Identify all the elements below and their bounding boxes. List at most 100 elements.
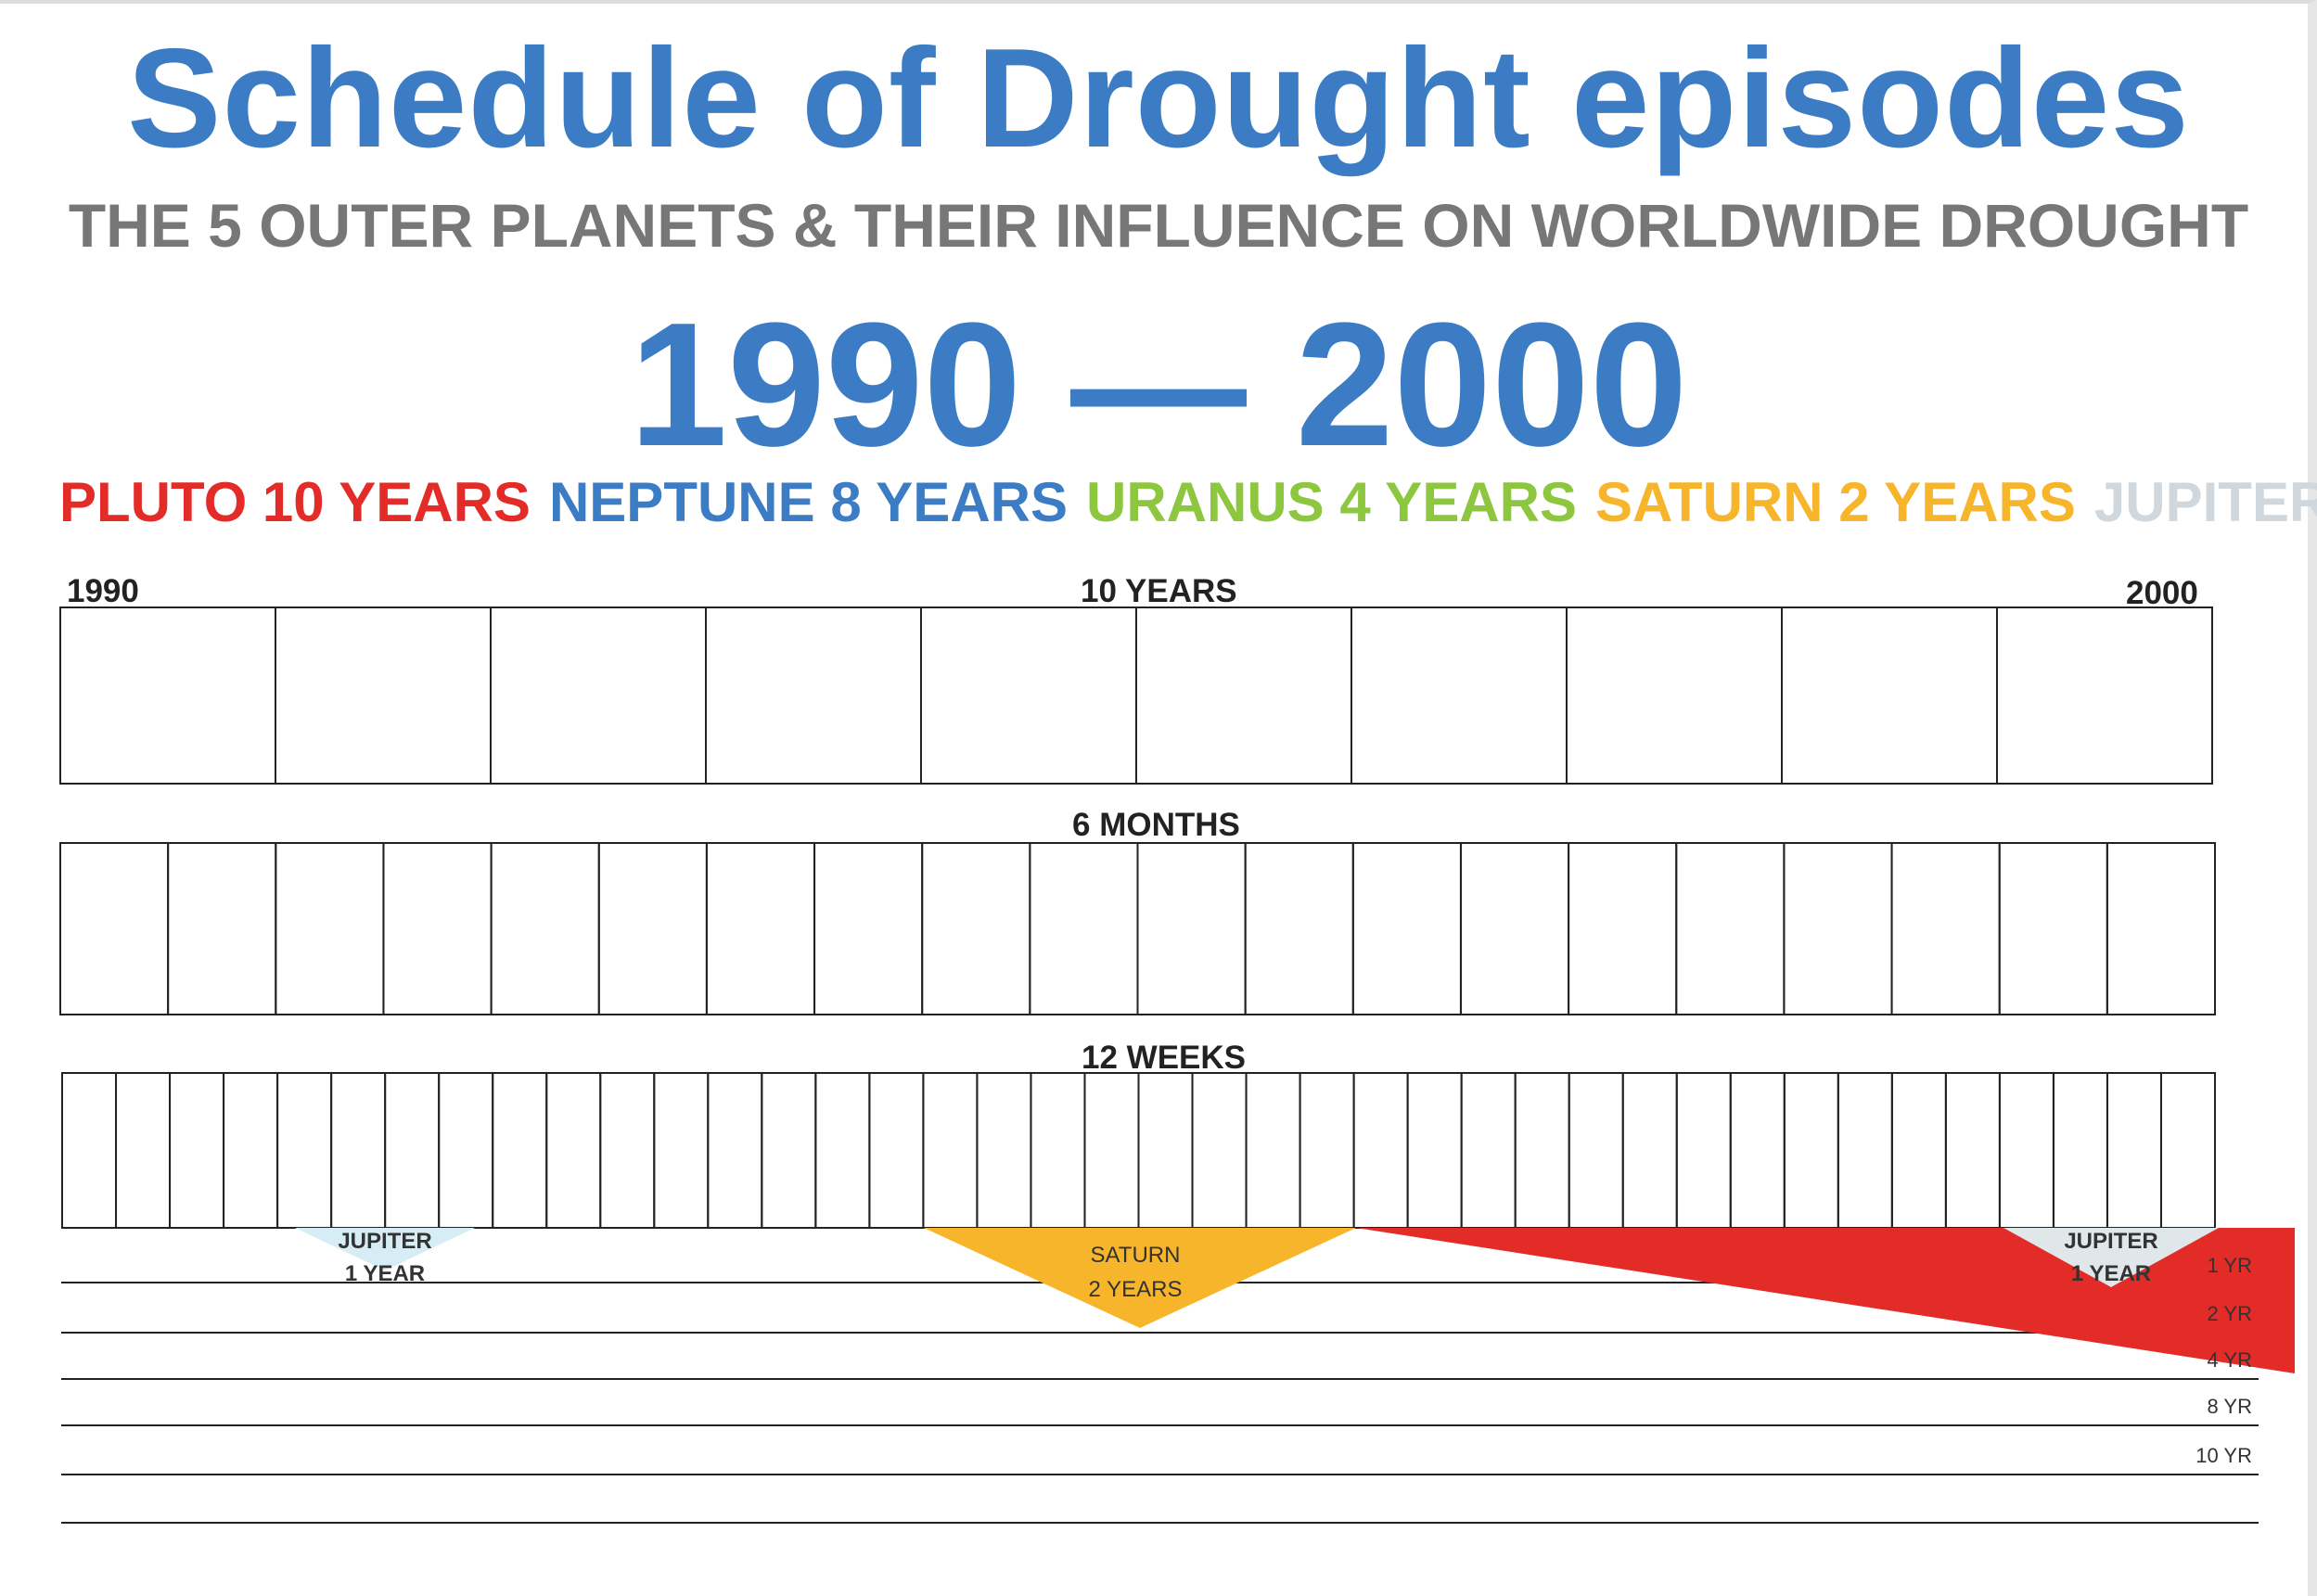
saturn-marker (924, 1228, 1356, 1328)
grid-cell (167, 842, 277, 1015)
grid-cell (922, 1072, 979, 1229)
grid-cell (1351, 606, 1568, 785)
grid-cell (1781, 606, 1998, 785)
grid-cell (492, 1072, 548, 1229)
grid-cell (814, 1072, 871, 1229)
grid-cell (275, 842, 385, 1015)
saturn-line2: 2 YEARS (1089, 1277, 1183, 1302)
track-label-1yr: 1 YR (2207, 1254, 2252, 1277)
grid-six-months (59, 842, 2217, 1015)
grid-cell (1783, 842, 1893, 1015)
pluto-drought-wedge (1356, 1228, 2295, 1373)
grid-cell (223, 1072, 279, 1229)
grid-cell (707, 1072, 763, 1229)
grid-cell (276, 1072, 333, 1229)
grid-cell (1351, 842, 1462, 1015)
grid-cell (1029, 842, 1139, 1015)
legend-jupiter: JUPITER 1 (2093, 471, 2317, 533)
grid-cell (599, 1072, 656, 1229)
year-range: 1990 — 2000 (629, 287, 1688, 483)
grid-cell (2106, 842, 2217, 1015)
grid-cell (545, 1072, 602, 1229)
page-subtitle: THE 5 OUTER PLANETS & THEIR INFLUENCE ON… (68, 191, 2249, 260)
grid-cell (1568, 842, 1678, 1015)
grid-cell (1135, 606, 1352, 785)
grid-cell (868, 1072, 925, 1229)
grid-cell (382, 842, 493, 1015)
saturn-line1: SATURN (1091, 1243, 1181, 1268)
grid-ten-years (59, 606, 2213, 785)
grid-cell (921, 842, 1031, 1015)
jupiter-left-line2: 1 YEAR (345, 1261, 425, 1286)
grid-cell (169, 1072, 225, 1229)
jupiter-left-line1: JUPITER (338, 1229, 431, 1254)
grid-cell (1944, 1072, 2001, 1229)
grid-cell (1837, 1072, 1893, 1229)
grid-cell (1783, 1072, 1839, 1229)
grid-cell (705, 606, 922, 785)
grid-cell (1137, 1072, 1194, 1229)
planet-legend: PLUTO 10 YEARS NEPTUNE 8 YEARS URANUS 4 YE… (59, 475, 2317, 530)
grid-cell (1030, 1072, 1086, 1229)
grid-cell (1998, 1072, 2055, 1229)
grid-cell (1244, 842, 1354, 1015)
grid-cell (1729, 1072, 1786, 1229)
grid-cell (2106, 1072, 2162, 1229)
grid-cell (920, 606, 1137, 785)
grid-cell (59, 842, 170, 1015)
grid-cell (1890, 1072, 1947, 1229)
grid-cell (1568, 1072, 1624, 1229)
grid-cell (653, 1072, 710, 1229)
grid-cell (1675, 1072, 1732, 1229)
grid-cell (61, 1072, 118, 1229)
six-months-label: 6 MONTHS (1072, 807, 1240, 843)
ten-years-label: 10 YEARS (1081, 573, 1237, 609)
legend-uranus: URANUS 4 YEARS (1086, 471, 1578, 533)
grid-cell (330, 1072, 387, 1229)
jupiter-right-marker (2003, 1228, 2219, 1287)
legend-neptune: NEPTUNE 8 YEARS (548, 471, 1068, 533)
page-title: Schedule of Drought episodes (127, 19, 2190, 177)
grid-twelve-weeks (61, 1072, 2216, 1229)
start-year-label: 1990 (67, 573, 139, 609)
grid-cell (761, 1072, 817, 1229)
track-label-4yr: 4 YR (2207, 1348, 2252, 1372)
legend-pluto: PLUTO 10 YEARS (59, 471, 531, 533)
grid-cell (813, 842, 924, 1015)
grid-cell (384, 1072, 441, 1229)
grid-cell (275, 606, 492, 785)
grid-cell (1460, 1072, 1517, 1229)
grid-cell (597, 842, 708, 1015)
grid-cell (1299, 1072, 1355, 1229)
grid-cell (59, 606, 276, 785)
grid-cell (1083, 1072, 1140, 1229)
grid-cell (1675, 842, 1786, 1015)
track-label-2yr: 2 YR (2207, 1302, 2252, 1325)
grid-cell (2159, 1072, 2216, 1229)
grid-cell (705, 842, 816, 1015)
grid-cell (1352, 1072, 1409, 1229)
jupiter-right-line1: JUPITER (2064, 1229, 2157, 1254)
legend-saturn: SATURN 2 YEARS (1595, 471, 2076, 533)
grid-cell (976, 1072, 1032, 1229)
track-label-10yr: 10 YR (2195, 1444, 2252, 1467)
jupiter-left-marker (295, 1228, 475, 1270)
grid-cell (490, 606, 707, 785)
end-year-label: 2000 (2126, 575, 2198, 611)
jupiter-right-line2: 1 YEAR (2071, 1261, 2151, 1286)
track-label-8yr: 8 YR (2207, 1395, 2252, 1418)
twelve-weeks-label: 12 WEEKS (1082, 1040, 1246, 1076)
grid-cell (1245, 1072, 1301, 1229)
grid-cell (1996, 606, 2213, 785)
grid-cell (1621, 1072, 1678, 1229)
grid-cell (1136, 842, 1247, 1015)
grid-cell (438, 1072, 494, 1229)
grid-cell (1459, 842, 1570, 1015)
grid-cell (1566, 606, 1783, 785)
grid-cell (1998, 842, 2108, 1015)
grid-cell (490, 842, 600, 1015)
grid-cell (115, 1072, 172, 1229)
grid-cell (1514, 1072, 1570, 1229)
grid-cell (1406, 1072, 1463, 1229)
